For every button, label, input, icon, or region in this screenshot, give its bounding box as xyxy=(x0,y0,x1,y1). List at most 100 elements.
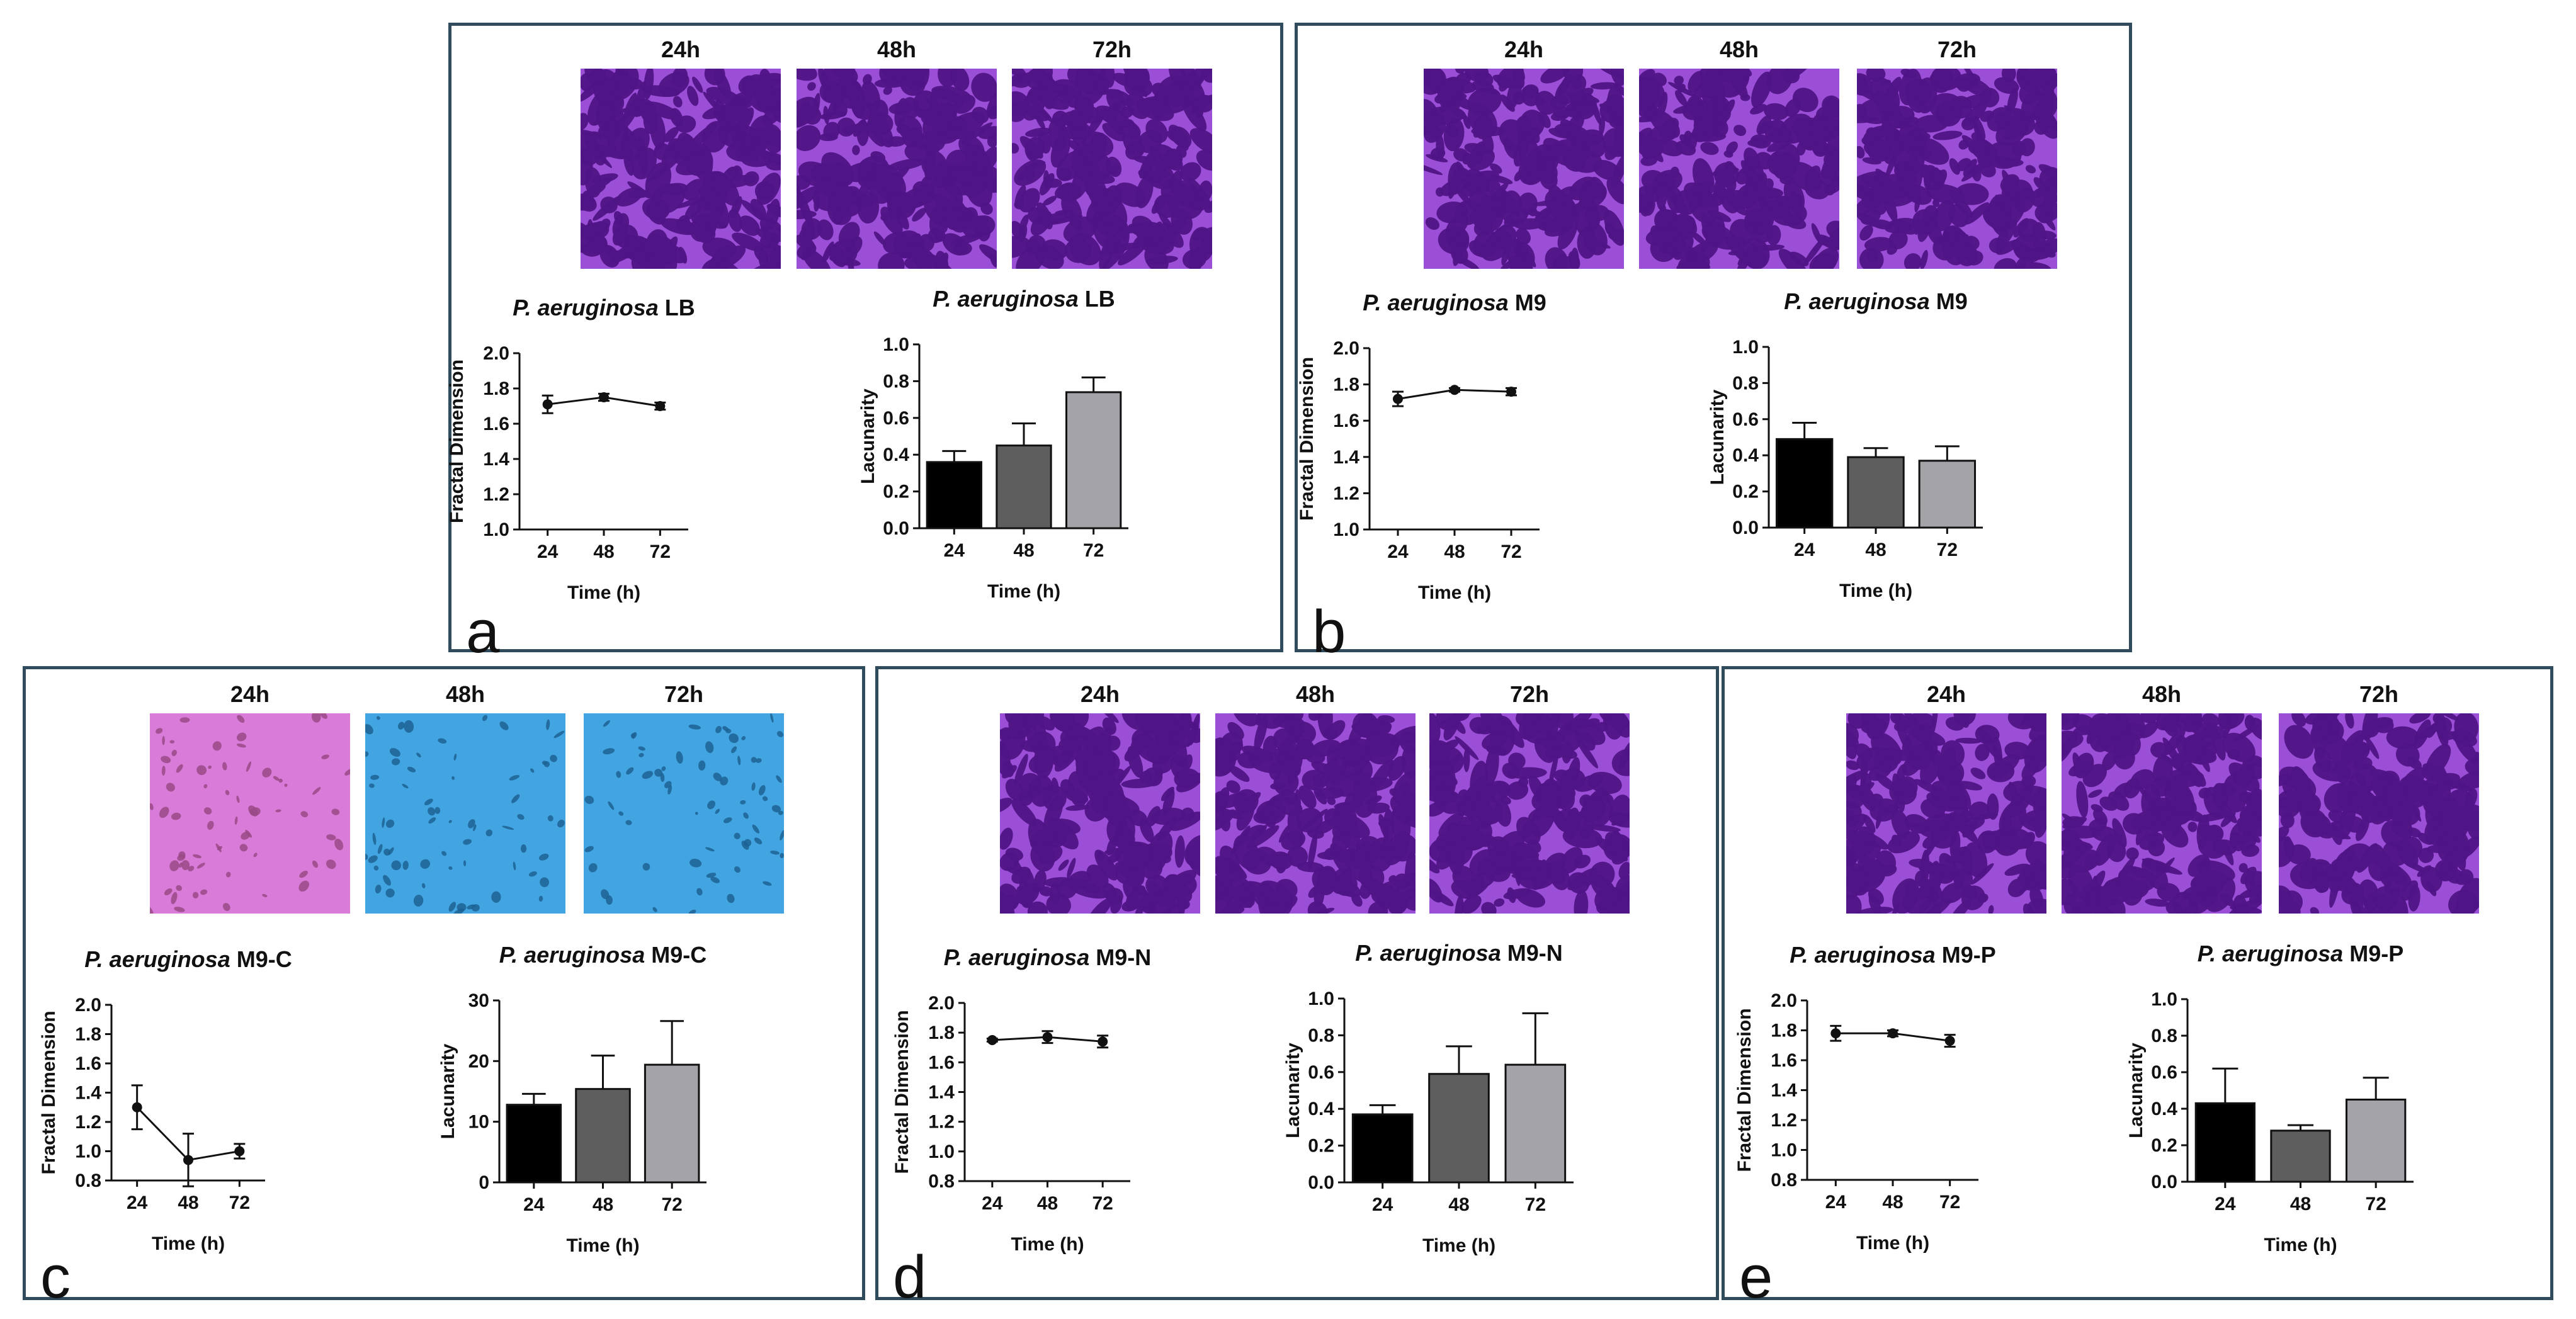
y-tick-label: 1.6 xyxy=(1333,410,1359,431)
y-axis-label: Fractal Dimension xyxy=(38,1010,59,1174)
x-tick-label: 48 xyxy=(178,1192,198,1213)
x-tick-label: 24 xyxy=(982,1193,1003,1214)
y-tick-label: 0.8 xyxy=(2151,1026,2177,1046)
image-time-label: 72h xyxy=(664,681,703,707)
x-tick-label: 48 xyxy=(2290,1194,2311,1214)
biofilm-micrograph xyxy=(2062,713,2262,914)
y-tick-label: 2.0 xyxy=(1333,338,1359,359)
y-axis-label: Lacunarity xyxy=(438,1043,458,1139)
y-tick-label: 2.0 xyxy=(483,343,509,364)
y-tick-label: 1.2 xyxy=(1771,1110,1797,1131)
y-tick-label: 0.8 xyxy=(1771,1170,1797,1191)
data-point xyxy=(655,401,666,411)
y-tick-label: 1.8 xyxy=(928,1022,955,1043)
image-time-label: 24h xyxy=(1504,37,1543,62)
x-tick-label: 24 xyxy=(2215,1194,2236,1214)
y-tick-label: 1.8 xyxy=(1771,1021,1797,1041)
data-point xyxy=(1506,387,1516,397)
x-tick-label: 72 xyxy=(1937,540,1958,560)
bar xyxy=(2270,1129,2331,1183)
bar xyxy=(1065,391,1122,529)
y-tick-label: 1.2 xyxy=(1333,483,1359,504)
bar xyxy=(1351,1113,1414,1184)
y-tick-label: 1.8 xyxy=(1333,375,1359,395)
data-point xyxy=(183,1155,193,1165)
image-time-label: 24h xyxy=(661,37,700,62)
x-tick-label: 72 xyxy=(1501,541,1521,562)
y-tick-label: 0.6 xyxy=(1732,409,1759,430)
y-tick-label: 0.8 xyxy=(75,1170,101,1191)
biofilm-micrograph xyxy=(1429,713,1630,914)
x-tick-label: 48 xyxy=(593,1194,613,1215)
panel-e: 24h 48h 72h 0.8 1.0 1.2 1.4 1.6 1.8 2.0 24 48 72 Time… xyxy=(1722,666,2553,1308)
panel-letter: d xyxy=(893,1243,927,1311)
panel-c: 24h 48h 72h 0.8 1.0 1.2 1.4 1.6 1.8 2.0 24 48 72 Time… xyxy=(23,666,865,1308)
x-tick-label: 72 xyxy=(650,541,671,562)
data-point xyxy=(1888,1028,1898,1039)
data-point xyxy=(1042,1032,1053,1043)
bar xyxy=(1918,460,1977,529)
y-tick-label: 1.6 xyxy=(928,1052,955,1073)
x-tick-label: 24 xyxy=(537,541,559,562)
x-tick-label: 24 xyxy=(1387,541,1409,562)
y-axis-label: Lacunarity xyxy=(1707,389,1728,485)
y-tick-label: 0.8 xyxy=(1732,373,1759,393)
y-tick-label: 0.0 xyxy=(883,518,909,539)
image-time-label: 72h xyxy=(1092,37,1132,62)
x-tick-label: 48 xyxy=(1037,1193,1058,1214)
y-tick-label: 0.6 xyxy=(2151,1062,2177,1083)
biofilm-micrograph xyxy=(584,713,784,914)
image-time-label: 48h xyxy=(2142,681,2181,707)
y-tick-label: 1.2 xyxy=(75,1112,101,1133)
y-tick-label: 0.8 xyxy=(928,1171,955,1192)
data-point xyxy=(542,399,553,410)
y-tick-label: 0.4 xyxy=(2151,1099,2177,1119)
y-tick-label: 2.0 xyxy=(75,995,101,1016)
data-point xyxy=(1830,1028,1841,1039)
data-point xyxy=(132,1102,142,1112)
panel-letter: a xyxy=(466,598,500,665)
x-tick-label: 48 xyxy=(593,541,614,562)
y-tick-label: 0.8 xyxy=(883,371,909,392)
biofilm-micrograph xyxy=(150,713,350,914)
panel-letter: e xyxy=(1739,1243,1773,1311)
bar-chart-title: P. aeruginosa M9-N xyxy=(1355,940,1562,966)
panel-graphics: 24h 48h 72h 1.0 1.2 1.4 1.6 1.8 2.0 24 48 72 Time (h… xyxy=(1297,37,2057,603)
data-point xyxy=(599,392,609,402)
y-tick-label: 1.0 xyxy=(883,334,909,355)
x-tick-label: 72 xyxy=(1083,540,1104,561)
bar xyxy=(2194,1102,2256,1183)
biofilm-micrograph xyxy=(1846,713,2046,914)
y-tick-label: 1.0 xyxy=(75,1141,101,1162)
bar xyxy=(575,1088,631,1184)
y-tick-label: 1.4 xyxy=(1333,447,1359,468)
y-axis-label: Lacunarity xyxy=(1283,1043,1303,1138)
y-tick-label: 1.6 xyxy=(75,1053,101,1074)
y-tick-label: 20 xyxy=(468,1051,489,1072)
x-axis-label: Time (h) xyxy=(566,1235,639,1256)
y-tick-label: 30 xyxy=(468,990,489,1011)
biofilm-micrograph xyxy=(581,69,781,269)
panel-graphics: 24h 48h 72h 1.0 1.2 1.4 1.6 1.8 2.0 24 48 72 Time (h… xyxy=(446,37,1212,603)
y-tick-label: 1.0 xyxy=(1308,988,1334,1009)
image-time-label: 72h xyxy=(2359,681,2398,707)
data-point xyxy=(1944,1036,1955,1046)
y-tick-label: 1.4 xyxy=(1771,1080,1797,1101)
image-time-label: 72h xyxy=(1510,681,1549,707)
bar-chart: 0.0 0.2 0.4 0.6 0.8 1.0 24 48 72 Time (h) Lacunari… xyxy=(1283,988,1574,1256)
y-tick-label: 0.0 xyxy=(1732,518,1759,538)
bar xyxy=(644,1063,700,1184)
biofilm-micrograph xyxy=(1424,69,1624,269)
bar xyxy=(506,1104,562,1184)
y-tick-label: 10 xyxy=(468,1112,489,1133)
biofilm-micrograph xyxy=(1012,69,1212,269)
y-axis-label: Fractal Dimension xyxy=(1734,1008,1755,1172)
bar xyxy=(1847,456,1905,529)
biofilm-micrograph xyxy=(1215,713,1416,914)
x-axis-label: Time (h) xyxy=(567,582,640,603)
